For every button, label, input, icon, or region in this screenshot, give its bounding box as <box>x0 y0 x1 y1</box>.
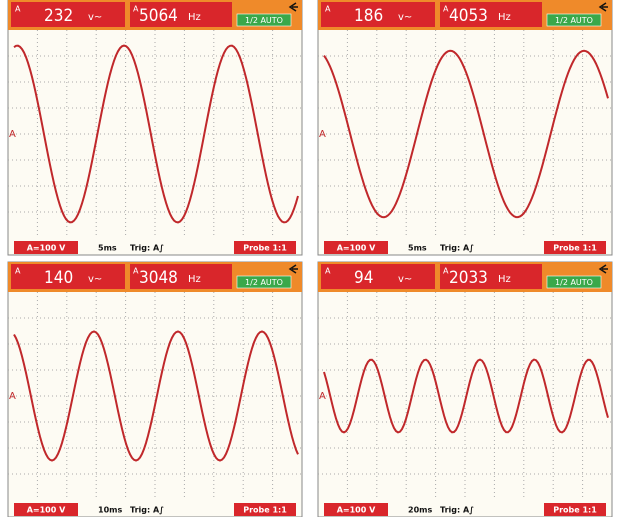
frequency-unit: Hz <box>188 12 201 23</box>
mode-label: 1/2 AUTO <box>555 278 593 287</box>
frequency-unit: Hz <box>498 274 511 285</box>
voltage-box <box>321 264 435 289</box>
timebase-label: 5ms <box>408 244 427 253</box>
channel-label: A <box>325 5 331 14</box>
range-label: A=100 V <box>27 506 66 515</box>
frequency-unit: Hz <box>498 12 511 23</box>
trigger-label: Trig: A∫ <box>130 244 164 253</box>
voltage-unit: v~ <box>398 274 412 285</box>
range-label: A=100 V <box>337 244 376 253</box>
frequency-value: 5064 <box>139 6 178 26</box>
frequency-value: 2033 <box>449 268 488 288</box>
channel-marker: A <box>9 391 16 402</box>
frequency-value: 4053 <box>449 6 488 26</box>
channel-marker: A <box>9 129 16 140</box>
mode-label: 1/2 AUTO <box>555 16 593 25</box>
timebase-label: 5ms <box>98 244 117 253</box>
channel-label: A <box>15 5 21 14</box>
timebase-label: 10ms <box>98 506 122 515</box>
frequency-value: 3048 <box>139 268 178 288</box>
mode-label: 1/2 AUTO <box>245 278 283 287</box>
range-label: A=100 V <box>27 244 66 253</box>
channel-marker: A <box>319 391 326 402</box>
probe-label: Probe 1:1 <box>243 506 287 515</box>
voltage-value: 232 <box>44 6 73 26</box>
channel-label: A <box>15 267 21 276</box>
channel-label: A <box>325 267 331 276</box>
voltage-value: 140 <box>44 268 73 288</box>
voltage-value: 186 <box>354 6 383 26</box>
frequency-unit: Hz <box>188 274 201 285</box>
trigger-label: Trig: A∫ <box>440 506 474 515</box>
trigger-label: Trig: A∫ <box>130 506 164 515</box>
probe-label: Probe 1:1 <box>243 244 287 253</box>
voltage-value: 94 <box>354 268 373 288</box>
timebase-label: 20ms <box>408 506 432 515</box>
probe-label: Probe 1:1 <box>553 244 597 253</box>
screen: A 232 v~ A 5064 Hz 1/2 AUTO A A=100 V 5ms Trig: A∫… <box>0 0 617 517</box>
mode-label: 1/2 AUTO <box>245 16 283 25</box>
channel-marker: A <box>319 129 326 140</box>
trigger-label: Trig: A∫ <box>440 244 474 253</box>
voltage-unit: v~ <box>88 274 102 285</box>
range-label: A=100 V <box>337 506 376 515</box>
voltage-unit: v~ <box>88 12 102 23</box>
voltage-unit: v~ <box>398 12 412 23</box>
probe-label: Probe 1:1 <box>553 506 597 515</box>
